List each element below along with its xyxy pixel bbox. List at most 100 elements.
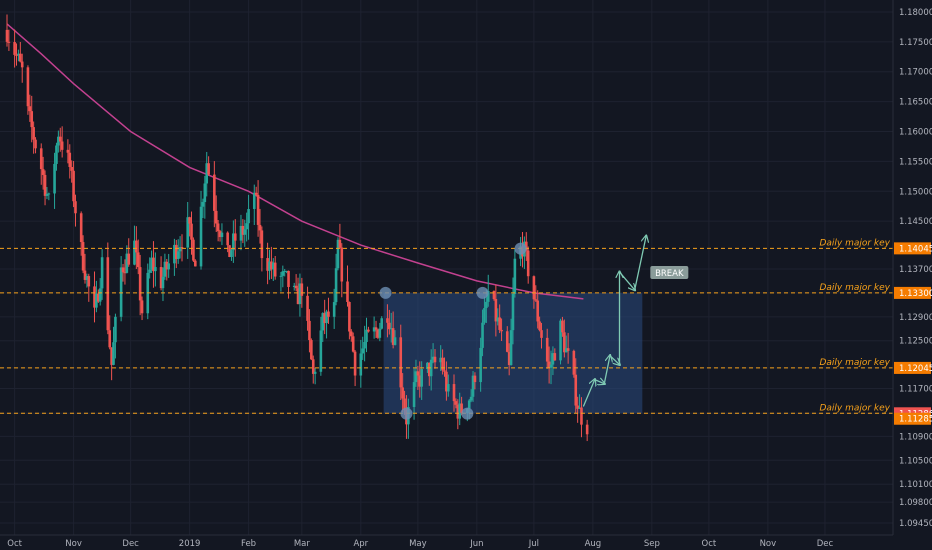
- candle-up: [55, 145, 58, 164]
- candle-up: [559, 320, 562, 361]
- candle-down: [270, 261, 273, 270]
- candle-down: [348, 301, 351, 332]
- candle-up: [279, 275, 283, 277]
- candle-up: [150, 257, 153, 270]
- candle-down: [563, 332, 566, 353]
- candle-up: [98, 288, 102, 302]
- candle-up: [95, 293, 98, 308]
- candle-up: [483, 308, 486, 323]
- candle-up: [378, 328, 382, 338]
- candle-down: [540, 330, 543, 338]
- candle-up: [154, 267, 157, 272]
- candle-down: [26, 67, 30, 107]
- candle-up: [549, 364, 553, 368]
- candle-down: [553, 353, 557, 361]
- candle-down: [416, 371, 420, 376]
- candle-down: [135, 240, 138, 253]
- x-tick-label: Mar: [294, 539, 311, 549]
- candle-up: [420, 369, 423, 387]
- candle-up: [281, 271, 285, 276]
- candle-down: [241, 225, 245, 235]
- candle-down: [58, 136, 62, 142]
- candle-down: [445, 371, 448, 392]
- candle-down: [323, 313, 326, 324]
- candle-up: [47, 193, 51, 195]
- candle-up: [414, 371, 418, 383]
- candle-down: [68, 152, 72, 167]
- candle-up: [334, 268, 338, 303]
- touch-point-marker: [476, 286, 489, 299]
- candle-down: [456, 404, 460, 419]
- candle-down: [140, 300, 144, 314]
- x-tick-label: Dec: [122, 539, 139, 549]
- candle-down: [256, 194, 260, 225]
- level-label: Daily major key: [819, 358, 890, 368]
- candle-down: [507, 351, 511, 366]
- candle-up: [511, 293, 515, 331]
- break-annotation: BREAK: [650, 265, 689, 279]
- candle-up: [564, 348, 568, 353]
- candle-down: [83, 270, 87, 280]
- candle-up: [513, 258, 517, 294]
- candle-down: [233, 233, 237, 241]
- x-axis[interactable]: Oct Nov Dec 2019 Feb Mar Apr May Jun Jul Aug Sep Oct…: [0, 534, 932, 550]
- candle-down: [441, 357, 444, 371]
- candle-up: [205, 163, 209, 184]
- y-tick-label: 1.14500: [899, 217, 932, 227]
- candle-down: [494, 299, 498, 322]
- y-tick-label: 1.09800: [899, 498, 932, 508]
- candle-down: [41, 169, 45, 175]
- candle-up: [359, 353, 363, 376]
- y-tick-label: 1.17000: [899, 68, 932, 78]
- candle-down: [505, 331, 509, 352]
- candle-down: [121, 267, 125, 273]
- candle-up: [332, 302, 336, 317]
- level-label: Daily major key: [819, 403, 890, 413]
- candle-down: [188, 217, 191, 224]
- candle-down: [260, 230, 264, 259]
- candle-up: [292, 285, 296, 287]
- candle-up: [578, 407, 581, 409]
- x-tick-label: Dec: [817, 539, 834, 549]
- candle-down: [192, 239, 195, 261]
- candle-down: [7, 41, 11, 43]
- candle-up: [112, 342, 115, 365]
- candle-down: [524, 241, 528, 251]
- candle-up: [272, 262, 275, 270]
- candle-down: [452, 384, 456, 402]
- projection-arrow: [609, 355, 620, 365]
- y-axis[interactable]: 1.18000 1.17500 1.17000 1.16500 1.16000 1.155…: [892, 0, 932, 550]
- candle-up: [148, 269, 151, 273]
- candle-down: [338, 239, 342, 248]
- candle-up: [486, 290, 490, 302]
- candle-up: [114, 316, 117, 343]
- candle-up: [199, 206, 203, 267]
- candle-down: [138, 267, 142, 301]
- candle-down: [386, 318, 389, 323]
- candle-down: [180, 247, 184, 249]
- projection-arrow: [582, 380, 594, 407]
- price-tag-box: [894, 361, 931, 374]
- candle-down: [296, 288, 300, 305]
- candle-down: [127, 253, 131, 265]
- candle-down: [427, 362, 431, 377]
- candle-up: [230, 250, 233, 257]
- candle-up: [119, 267, 123, 317]
- candle-down: [351, 336, 355, 352]
- y-axis-background: [893, 0, 932, 550]
- candle-down: [580, 407, 583, 425]
- candle-down: [388, 322, 391, 330]
- candle-up: [186, 217, 190, 248]
- candle-down: [30, 111, 34, 128]
- price-tag-text: 1.12045: [899, 364, 932, 374]
- candle-up: [429, 359, 433, 377]
- candle-down: [500, 329, 503, 332]
- candle-up: [201, 202, 205, 207]
- candle-up: [485, 301, 488, 309]
- candle-down: [545, 337, 549, 362]
- candle-down: [534, 299, 538, 301]
- candle-down: [460, 403, 463, 414]
- candle-down: [81, 242, 85, 271]
